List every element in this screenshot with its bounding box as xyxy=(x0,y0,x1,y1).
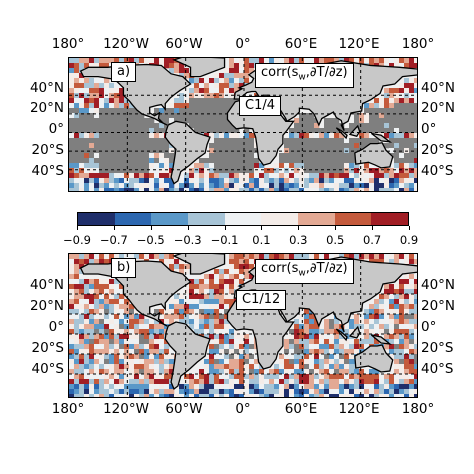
panel-a-quantity-text: corr(s xyxy=(261,65,299,80)
lon-label-bottom-7: 180° xyxy=(401,401,435,417)
panel-b-experiment: C1/12 xyxy=(236,290,287,310)
panel-a-quantity-sub: w xyxy=(298,72,306,83)
colorbar-bin xyxy=(334,213,372,225)
colorbar-tick-label: 0.5 xyxy=(326,233,345,247)
lat-label-b-right-2: 20°N xyxy=(421,298,456,314)
colorbar-tick-label: 0.7 xyxy=(362,233,382,247)
lat-label-b-left-5: 40°S xyxy=(31,361,65,377)
colorbar-tick-label: −0.5 xyxy=(136,233,165,247)
colorbar-tick-label: −0.7 xyxy=(99,233,128,247)
lat-label-a-left-2: 20°N xyxy=(29,100,64,116)
map-a-canvas xyxy=(69,58,417,191)
lat-label-b-left-1: 40°N xyxy=(29,277,64,293)
lon-label-bottom-6: 120°E xyxy=(338,401,380,417)
continent-shape xyxy=(172,254,226,275)
map-panel-a: a) corr(sw,∂T/∂z) C1/4 xyxy=(68,57,418,192)
lat-label-a-right-4: 20°S xyxy=(421,142,454,158)
lat-label-b-left-3: 0° xyxy=(48,319,64,335)
colorbar-tick-mark xyxy=(335,226,337,230)
colorbar-tick-mark xyxy=(113,226,115,230)
lon-label-top-4: 0° xyxy=(235,36,251,52)
colorbar-bin xyxy=(151,213,189,225)
map-b-canvas xyxy=(69,254,417,397)
panel-a-quantity-rest: ,∂T/∂z) xyxy=(305,65,348,80)
lat-label-b-right-3: 0° xyxy=(421,319,437,335)
lon-label-bottom-4: 0° xyxy=(235,401,251,417)
lon-label-bottom-2: 120°W xyxy=(103,401,149,417)
panel-b-quantity-sub: w xyxy=(298,268,306,279)
lat-label-b-left-2: 20°N xyxy=(29,298,64,314)
lat-label-a-left-1: 40°N xyxy=(29,80,64,96)
colorbar-tick-label: 0.1 xyxy=(252,233,271,247)
panel-a-letter: a) xyxy=(111,62,137,82)
colorbar-bin xyxy=(261,213,299,225)
lon-label-top-2: 120°W xyxy=(103,36,149,52)
lat-label-b-right-5: 40°S xyxy=(421,361,454,377)
lat-label-a-left-5: 40°S xyxy=(31,163,65,179)
continent-shape xyxy=(354,344,394,373)
lat-label-a-right-5: 40°S xyxy=(421,163,454,179)
panel-b-quantity-text: corr(s xyxy=(261,261,299,276)
lat-label-b-left-4: 20°S xyxy=(31,340,65,356)
colorbar-tick-mark xyxy=(261,226,263,230)
continent-shape xyxy=(164,120,211,185)
colorbar xyxy=(77,212,409,226)
lon-label-top-5: 60°E xyxy=(284,36,318,52)
lat-label-a-right-3: 0° xyxy=(421,121,437,137)
lon-label-bottom-1: 180° xyxy=(51,401,85,417)
colorbar-bin xyxy=(298,213,335,225)
lat-label-b-right-1: 40°N xyxy=(421,277,456,293)
continent-shape xyxy=(164,321,211,391)
colorbar-tick-mark xyxy=(77,226,78,230)
colorbar-tick-mark xyxy=(187,226,189,230)
colorbar-bin xyxy=(114,213,152,225)
colorbar-bin xyxy=(224,213,262,225)
colorbar-tick-label: −0.1 xyxy=(210,233,239,247)
lon-label-top-7: 180° xyxy=(401,36,435,52)
lat-label-a-right-2: 20°N xyxy=(421,100,456,116)
lon-label-top-6: 120°E xyxy=(338,36,380,52)
continent-shape xyxy=(172,58,226,78)
panel-a-experiment: C1/4 xyxy=(239,96,281,116)
lon-label-bottom-5: 60°E xyxy=(284,401,318,417)
lat-label-b-right-4: 20°S xyxy=(421,340,454,356)
colorbar-tick-label: 0.9 xyxy=(399,233,419,247)
continent-shape xyxy=(348,325,361,339)
lat-label-a-left-4: 20°S xyxy=(31,142,65,158)
lon-label-top-3: 60°W xyxy=(165,36,203,52)
colorbar-tick-mark xyxy=(409,226,410,230)
panel-b-letter: b) xyxy=(111,258,137,278)
panel-a-quantity: corr(sw,∂T/∂z) xyxy=(255,63,354,88)
panel-b-quantity-rest: ,∂T/∂z) xyxy=(305,261,348,276)
colorbar-tick-mark xyxy=(298,226,300,230)
map-panel-b: b) corr(sw,∂T/∂z) C1/12 xyxy=(68,253,418,398)
colorbar-tick-mark xyxy=(372,226,374,230)
colorbar-bin xyxy=(78,213,115,225)
colorbar-bin xyxy=(188,213,225,225)
lon-label-top-1: 180° xyxy=(51,36,85,52)
colorbar-tick-label: 0.3 xyxy=(289,233,308,247)
continent-shape xyxy=(370,132,393,143)
lat-label-a-right-1: 40°N xyxy=(421,80,456,96)
colorbar-tick-label: −0.3 xyxy=(173,233,202,247)
colorbar-tick-mark xyxy=(224,226,226,230)
panel-b-quantity: corr(sw,∂T/∂z) xyxy=(255,259,354,284)
continent-shape xyxy=(354,141,394,169)
continent-shape xyxy=(348,124,361,137)
lon-label-bottom-3: 60°W xyxy=(165,401,203,417)
colorbar-tick-label: −0.9 xyxy=(63,233,91,247)
lat-label-a-left-3: 0° xyxy=(48,121,64,137)
colorbar-tick-mark xyxy=(150,226,152,230)
continent-shape xyxy=(370,334,393,345)
colorbar-bin xyxy=(371,213,409,225)
